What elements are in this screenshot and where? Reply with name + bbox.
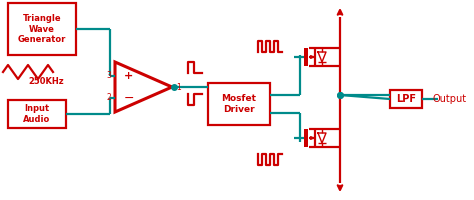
Text: Output: Output [433,94,467,104]
Bar [304,129,308,147]
Bar [8,3,76,55]
Text: Mosfet
Driver: Mosfet Driver [221,94,256,114]
Text: LPF: LPF [396,94,416,104]
Bar [208,83,270,125]
Text: 1: 1 [177,82,182,92]
Bar [304,48,308,66]
Bar [390,90,422,108]
Text: Triangle
Wave
Generator: Triangle Wave Generator [18,14,66,44]
Text: 2: 2 [107,94,111,102]
Text: 3: 3 [107,72,111,80]
Text: 250KHz: 250KHz [28,76,64,86]
Text: Input
Audio: Input Audio [23,104,51,124]
Bar [8,100,66,128]
Text: +: + [124,71,134,81]
Text: −: − [124,92,134,104]
